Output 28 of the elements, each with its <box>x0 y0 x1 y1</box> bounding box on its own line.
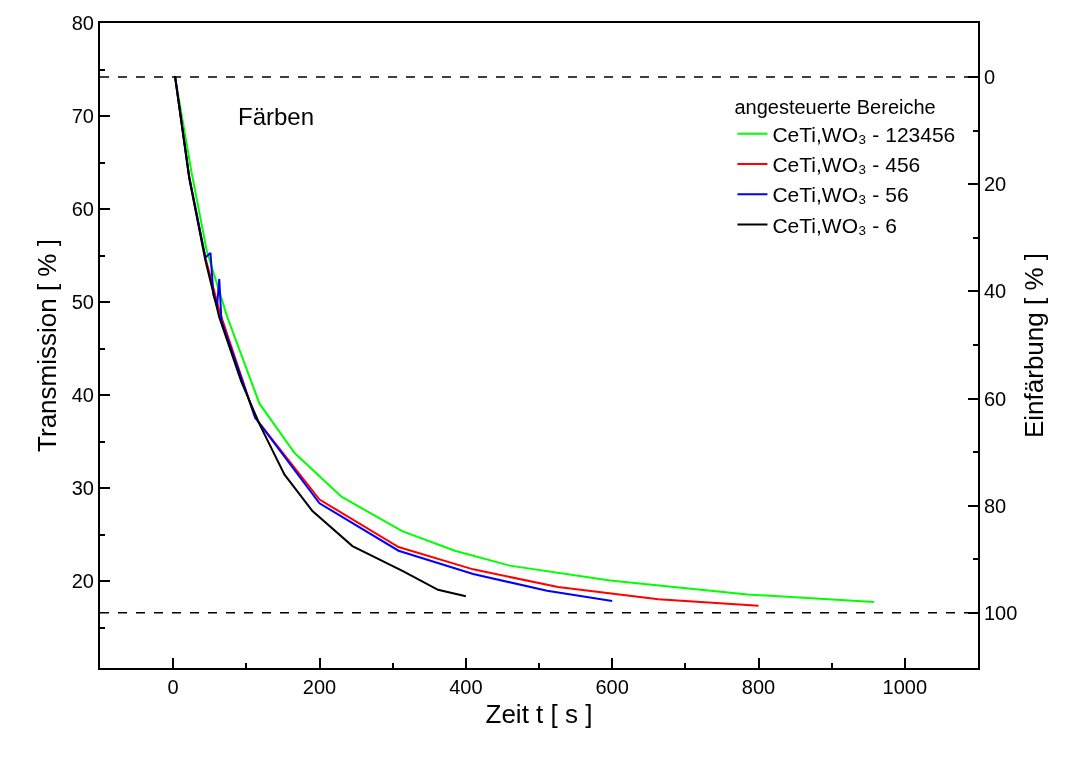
legend-label: CeTi,WO₃ - 6 <box>772 213 897 237</box>
y-tick-label: 40 <box>71 384 94 407</box>
x-axis-title: Zeit t [ s ] <box>485 699 593 730</box>
y2-tick-label: 40 <box>984 280 1007 303</box>
annotation: Färben <box>238 103 315 130</box>
y2-tick-label: 60 <box>984 387 1007 410</box>
x-tick-label: 400 <box>449 676 483 698</box>
y-tick-label: 80 <box>71 12 94 34</box>
legend-label: CeTi,WO₃ - 123456 <box>772 122 956 146</box>
legend-title: angesteuerte Bereiche <box>734 95 936 118</box>
x-tick-label: 0 <box>167 676 179 698</box>
y-tick-label: 30 <box>71 477 94 500</box>
x-tick-label: 1000 <box>882 676 928 698</box>
y-tick-label: 50 <box>71 291 94 314</box>
x-tick-label: 800 <box>741 676 776 698</box>
y2-tick-label: 100 <box>984 601 1018 624</box>
legend-label: CeTi,WO₃ - 56 <box>772 183 909 207</box>
y-tick-label: 20 <box>71 570 94 593</box>
y2-tick-label: 20 <box>984 173 1007 196</box>
y2-tick-label: 80 <box>984 494 1007 517</box>
x-tick-label: 600 <box>595 676 629 698</box>
y-axis-title: Transmission [ % ] <box>31 239 62 452</box>
legend-label: CeTi,WO₃ - 456 <box>772 153 921 177</box>
y2-tick-label: 0 <box>984 66 996 89</box>
y-tick-label: 60 <box>71 198 94 221</box>
x-tick-label: 200 <box>302 676 337 698</box>
y-tick-label: 70 <box>71 105 94 128</box>
y2-axis-title: Einfärbung [ % ] <box>1018 253 1049 438</box>
